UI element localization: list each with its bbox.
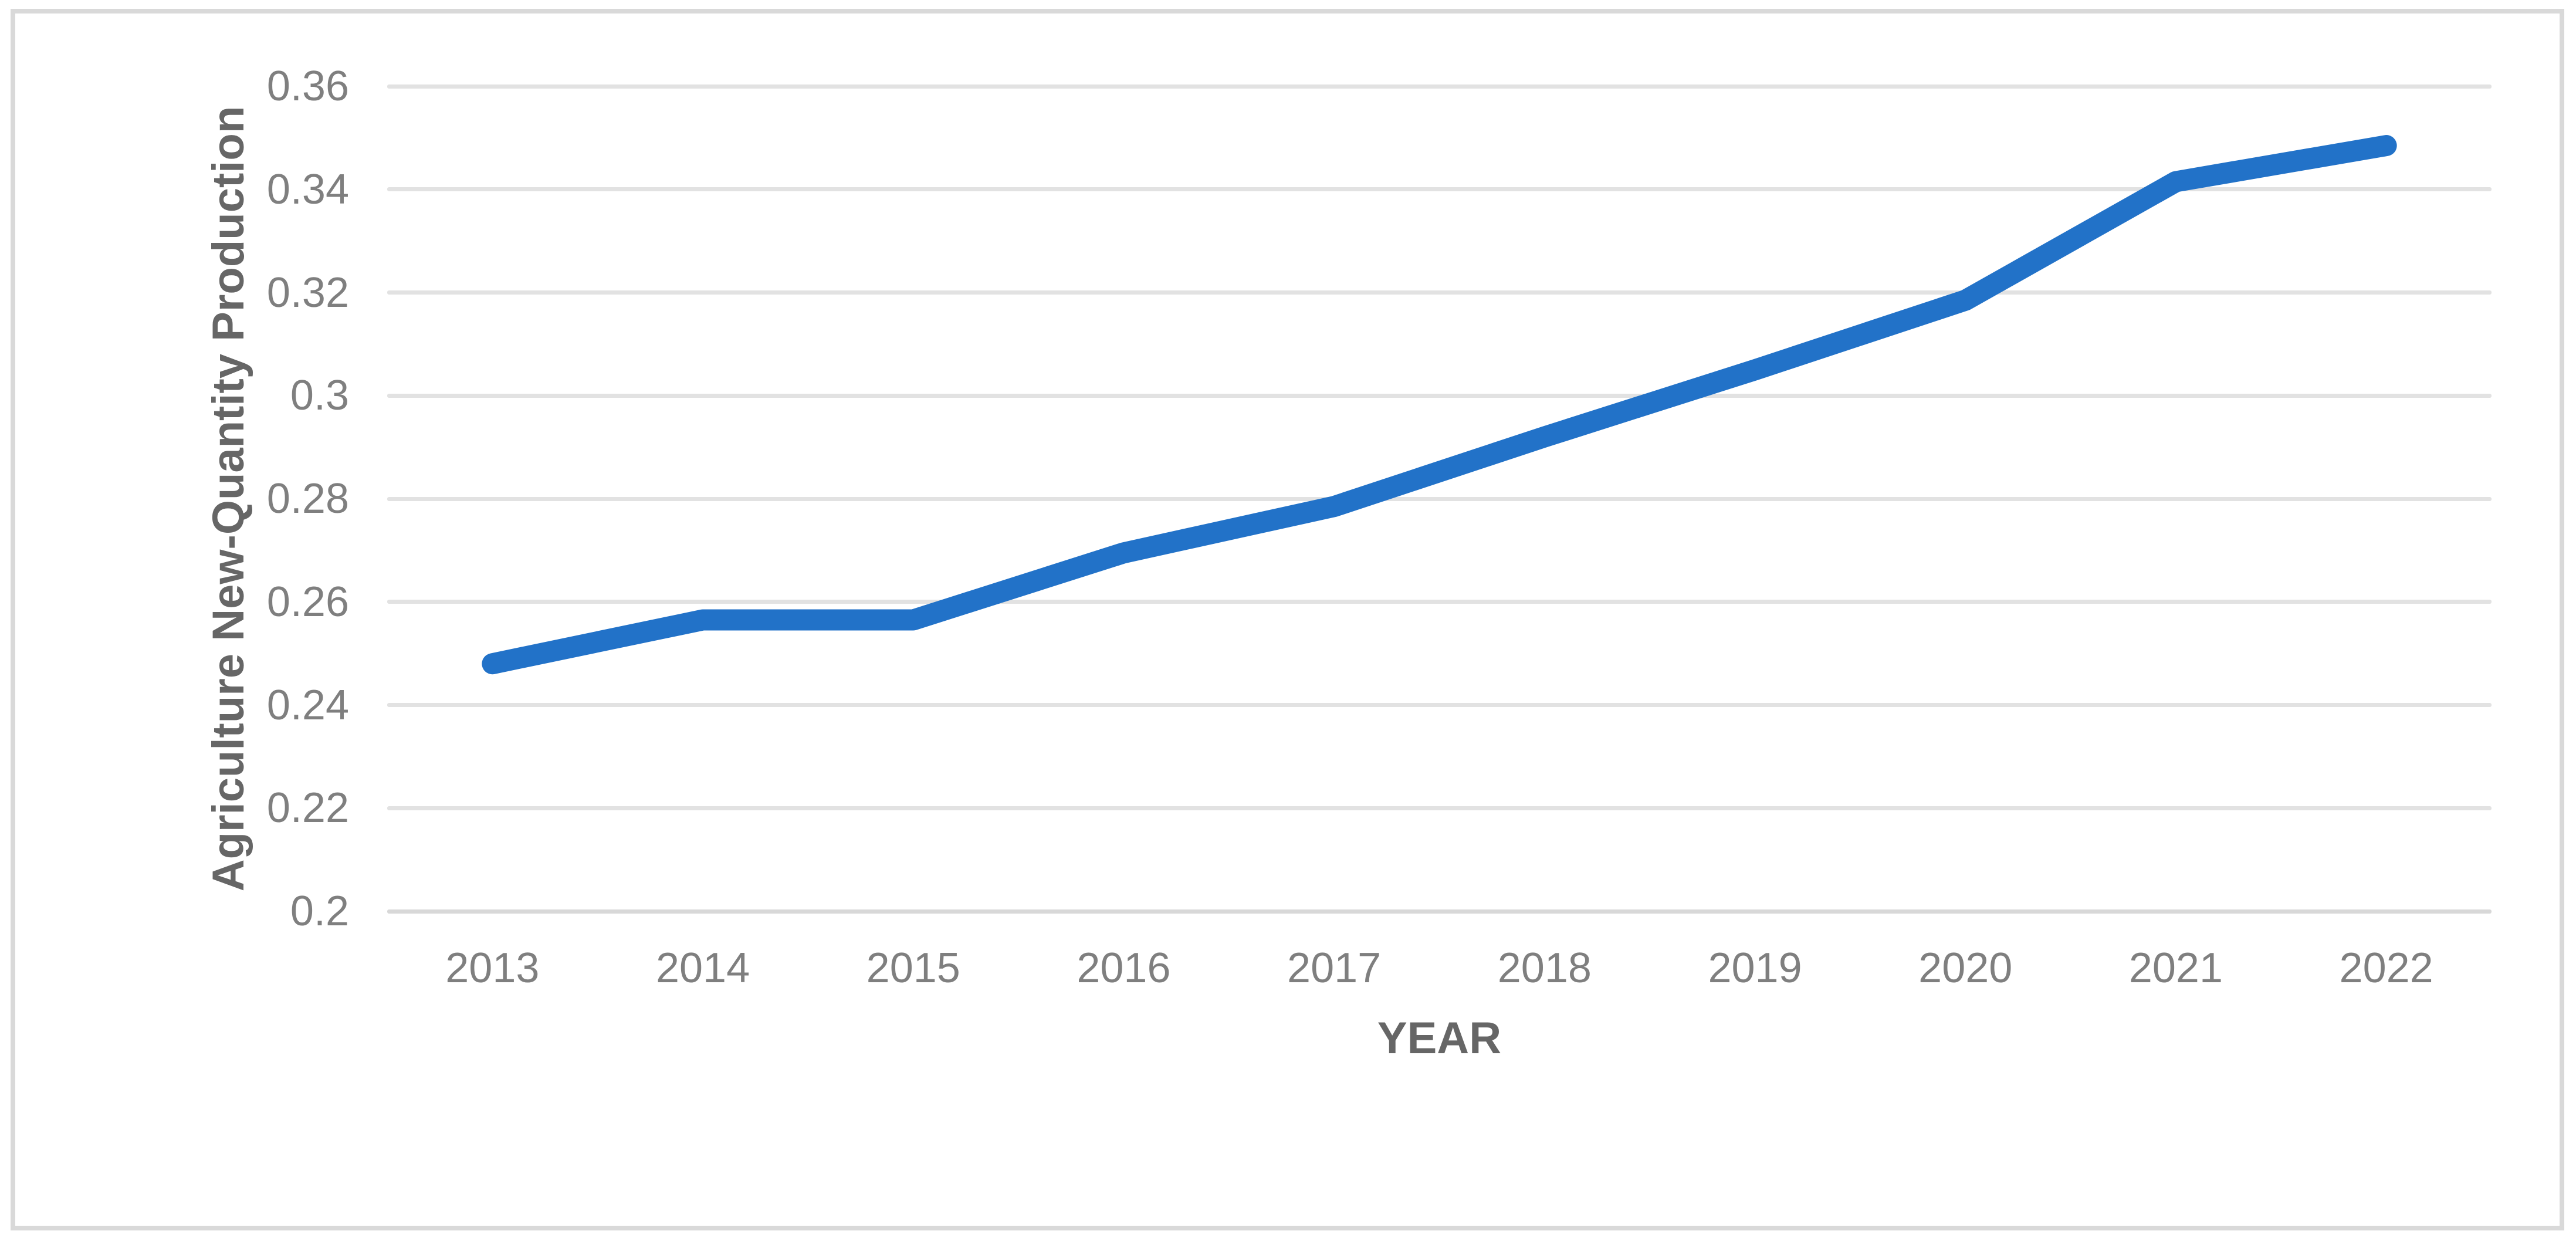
gridline [387,187,2492,192]
gridline [387,84,2492,89]
gridline [387,290,2492,295]
x-tick-label: 2021 [2128,945,2223,992]
y-tick-label: 0.28 [266,475,349,522]
y-tick-label: 0.36 [266,63,349,110]
x-tick-label: 2013 [445,945,540,992]
y-axis-title: Agriculture New-Quantity Production [204,106,253,892]
gridline [387,600,2492,604]
x-tick-label: 2016 [1077,945,1171,992]
x-tick-label: 2020 [1918,945,2013,992]
x-tick-label: 2017 [1287,945,1382,992]
y-tick-label: 0.32 [266,269,349,316]
y-tick-label: 0.26 [266,578,349,625]
y-tick-label: 0.24 [266,681,349,729]
x-tick-label: 2019 [1708,945,1802,992]
gridline [387,909,2492,914]
gridline [387,703,2492,707]
gridline [387,393,2492,398]
x-tick-label: 2022 [2339,945,2433,992]
y-tick-label: 0.22 [266,784,349,832]
y-tick-label: 0.34 [266,165,349,213]
x-tick-label: 2018 [1497,945,1592,992]
x-axis-title: YEAR [1377,1013,1502,1063]
gridline [387,496,2492,501]
x-tick-label: 2015 [866,945,960,992]
x-tick-label: 2014 [655,945,750,992]
gridline [387,806,2492,810]
y-tick-label: 0.2 [290,888,349,935]
y-tick-label: 0.3 [290,372,349,420]
series-line [482,135,2397,675]
